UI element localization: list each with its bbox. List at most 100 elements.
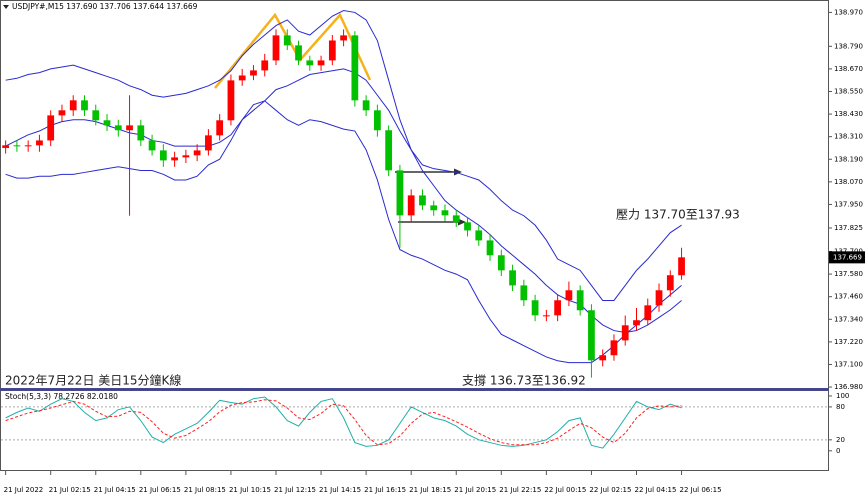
support-note: 支撐 136.73至136.92 [462,374,586,388]
candle-body [261,60,269,71]
arrow-head [454,168,462,176]
candle-body [452,215,460,223]
candle-body [114,125,122,131]
x-tick-label: 21 Jul 02:15 [49,486,91,494]
candle-body [678,257,685,276]
candle-body [520,285,528,301]
x-tick-label: 21 Jul 10:15 [229,486,271,494]
y-tick-label: 137.950 [834,200,863,208]
candle-body [633,320,640,326]
y-tick-label: 100 [836,392,849,400]
candle-body [69,100,77,111]
y-tick-label: 138.190 [834,155,863,163]
candle-body [396,170,404,216]
candle-body [441,210,449,216]
y-tick-label: 138.670 [834,65,863,73]
x-tick-label: 21 Jul 20:15 [454,486,496,494]
candle-body [58,110,66,116]
candle-body [171,157,178,161]
y-tick-label: 20 [836,436,845,444]
x-tick-label: 21 Jul 14:15 [319,486,361,494]
y-tick-label: 137.100 [834,360,863,368]
y-tick-label: 138.790 [834,42,863,50]
candle-body [362,100,370,111]
candle-body [385,130,393,171]
y-tick-label: 137.340 [834,315,863,323]
candle-body [328,40,336,61]
candle-body [2,145,10,148]
candle-body [497,255,505,271]
candle-body [340,35,347,41]
stoch-line [5,396,682,449]
chart-caption: 2022年7月22日 美日15分鐘K線 [5,373,181,388]
candle-body [565,290,573,301]
x-tick-label: 22 Jul 00:15 [544,486,586,494]
stoch-line [5,399,682,446]
candle-body [137,125,145,141]
x-tick-label: 21 Jul 18:15 [409,486,451,494]
current-price-label: 137.669 [833,253,862,261]
candle-body [644,305,652,321]
candle-body [24,145,32,147]
x-tick-label: 21 Jul 22:15 [499,486,541,494]
y-tick-label: 138.430 [834,110,863,118]
y-tick-label: 137.220 [834,338,863,346]
arrows [395,168,466,226]
candle-body [317,60,325,66]
resistance-note: 壓力 137.70至137.93 [616,208,740,222]
y-tick-label: 137.460 [834,293,863,301]
chart-header: USDJPY#,M15 137.690 137.706 137.644 137.… [12,2,198,11]
x-tick-label: 21 Jul 16:15 [364,486,406,494]
current-price-box [829,251,865,264]
candle-body [599,355,607,361]
x-tick-label: 22 Jul 06:15 [680,486,722,494]
menu-triangle [3,5,9,9]
x-tick-label: 21 Jul 06:15 [139,486,181,494]
candle-body [193,150,201,156]
candle-body [374,110,381,131]
candle-body [351,35,359,101]
x-tick-label: 21 Jul 04:15 [94,486,136,494]
candle-body [621,325,629,341]
candle-body [576,290,584,311]
y-tick-label: 137.580 [834,270,863,278]
candle-body [655,290,663,306]
y-tick-label: 138.070 [834,178,863,186]
y-tick-label: 80 [836,403,845,411]
candle-body [554,300,562,316]
candle-body [542,315,550,317]
x-tick-label: 21 Jul 2022 [4,486,44,494]
candle-body [306,60,314,66]
candle-body [283,35,291,46]
y-tick-label: 136.980 [834,383,863,391]
stoch-header: Stoch(5,3,3) 78.2726 82.0180 [5,392,118,401]
candle-body [666,275,674,291]
candle-body [531,300,539,316]
candle-body [250,70,257,76]
candle-body [272,35,280,61]
y-tick-label: 137.825 [834,224,863,232]
x-tick-label: 22 Jul 04:15 [634,486,676,494]
candle-body [475,230,483,241]
candle-body [36,140,43,146]
candle-body [509,270,516,286]
candle-body [103,120,111,126]
candle-body [295,45,302,61]
y-tick-label: 138.310 [834,133,863,141]
candle-body [216,120,224,136]
y-tick-label: 138.970 [834,8,863,16]
arrow-head [458,218,466,226]
candle-body [227,80,235,121]
candle-body [126,125,133,131]
bollinger-lower [5,100,682,364]
y-tick-label: 0 [836,447,840,455]
candle-body [182,155,190,158]
candle-body [407,195,415,216]
candle-body [430,205,438,211]
candle-body [148,140,156,151]
candle-body [238,75,246,81]
candle-body [92,110,100,121]
